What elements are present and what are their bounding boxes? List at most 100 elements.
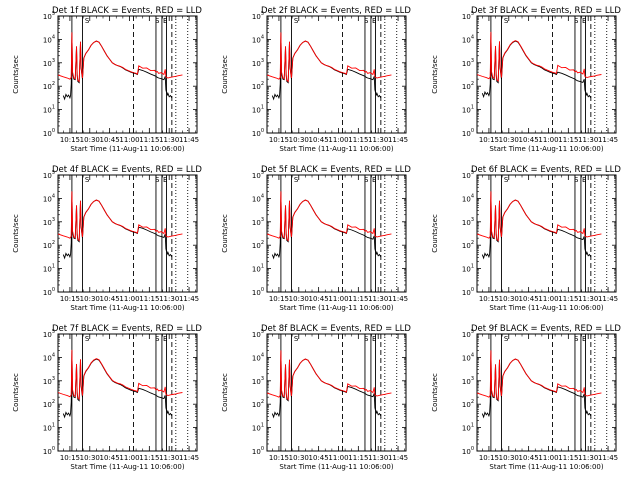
y-tick-base: 10 xyxy=(252,289,261,297)
x-tick-label: 11:00 xyxy=(538,295,558,303)
y-axis-label: Counts/sec xyxy=(221,373,229,412)
marker-letter: S xyxy=(504,335,509,343)
y-tick-exponent: 5 xyxy=(52,11,55,17)
chart-panel-1: Det 1f BLACK = Events, RED = LLD10010110… xyxy=(12,6,202,153)
y-tick-exponent: 0 xyxy=(52,128,55,134)
x-tick-label: 10:30 xyxy=(289,295,309,303)
y-tick-base: 10 xyxy=(252,172,261,180)
marker-letter: S xyxy=(574,17,579,25)
y-tick-exponent: 3 xyxy=(261,217,264,223)
y-tick-label: 105 xyxy=(462,11,474,21)
y-tick-base: 10 xyxy=(462,130,471,138)
y-tick-label: 101 xyxy=(462,105,474,115)
chart-panel-9: Det 9f BLACK = Events, RED = LLD10010110… xyxy=(431,324,621,471)
marker-letter: E xyxy=(582,335,586,343)
chart-title: Det 1f BLACK = Events, RED = LLD xyxy=(52,6,202,16)
x-tick-label: 11:00 xyxy=(538,136,558,144)
chart-panel-4: Det 4f BLACK = Events, RED = LLD10010110… xyxy=(12,165,202,312)
y-tick-base: 10 xyxy=(43,60,52,68)
y-tick-base: 10 xyxy=(43,130,52,138)
x-tick-label: 11:30 xyxy=(159,454,179,462)
chart-panel-6: Det 6f BLACK = Events, RED = LLD10010110… xyxy=(431,165,621,312)
y-tick-label: 104 xyxy=(43,352,55,362)
y-tick-exponent: 1 xyxy=(471,105,474,111)
plot-frame xyxy=(266,15,407,134)
y-tick-base: 10 xyxy=(252,378,261,386)
y-tick-exponent: 5 xyxy=(471,329,474,335)
marker-letter: S xyxy=(294,17,299,25)
y-tick-exponent: 2 xyxy=(261,81,264,87)
x-tick-label: 10:15 xyxy=(60,454,80,462)
y-tick-exponent: 3 xyxy=(261,376,264,382)
y-tick-exponent: 0 xyxy=(471,287,474,293)
series-line-lld xyxy=(477,191,602,242)
chart-title: Det 8f BLACK = Events, RED = LLD xyxy=(261,324,411,334)
y-tick-label: 103 xyxy=(252,376,264,386)
y-axis-label: Counts/sec xyxy=(431,214,439,253)
chart-panel-3: Det 3f BLACK = Events, RED = LLD10010110… xyxy=(431,6,621,153)
marker-letter: S xyxy=(85,176,90,184)
y-tick-label: 103 xyxy=(252,58,264,68)
x-axis-label: Start Time (11-Aug-11 10:06:00) xyxy=(279,145,393,153)
y-tick-base: 10 xyxy=(43,13,52,21)
y-tick-base: 10 xyxy=(252,354,261,362)
y-tick-base: 10 xyxy=(252,130,261,138)
marker-letter: E xyxy=(582,176,586,184)
y-tick-label: 102 xyxy=(43,240,55,250)
x-tick-label: 10:15 xyxy=(479,454,499,462)
x-tick-label: 11:15 xyxy=(139,295,159,303)
series-line-lld xyxy=(477,350,602,401)
y-tick-exponent: 0 xyxy=(471,446,474,452)
y-tick-exponent: 4 xyxy=(52,352,55,358)
x-tick-label: 11:30 xyxy=(578,454,598,462)
x-tick-label: 10:45 xyxy=(309,295,329,303)
y-tick-exponent: 3 xyxy=(471,217,474,223)
y-tick-base: 10 xyxy=(43,289,52,297)
x-tick-label: 10:45 xyxy=(100,295,120,303)
marker-letter: S xyxy=(574,335,579,343)
x-tick-label: 10:30 xyxy=(499,295,519,303)
y-tick-exponent: 2 xyxy=(471,81,474,87)
x-tick-label: 10:45 xyxy=(100,454,120,462)
x-tick-label: 11:15 xyxy=(558,295,578,303)
y-tick-exponent: 1 xyxy=(261,264,264,270)
y-tick-exponent: 0 xyxy=(52,287,55,293)
series-line-lld xyxy=(58,349,183,401)
y-tick-label: 102 xyxy=(43,81,55,91)
y-tick-exponent: 0 xyxy=(261,287,264,293)
y-tick-base: 10 xyxy=(252,219,261,227)
x-tick-label: 11:15 xyxy=(139,136,159,144)
marker-letter: S xyxy=(504,176,509,184)
x-tick-label: 11:45 xyxy=(179,454,199,462)
series-line-lld xyxy=(58,191,183,242)
y-tick-exponent: 1 xyxy=(52,264,55,270)
x-tick-label: 11:30 xyxy=(578,295,598,303)
marker-letter: S xyxy=(85,17,90,25)
marker-letter: S xyxy=(155,176,160,184)
x-tick-label: 11:45 xyxy=(598,295,618,303)
y-tick-base: 10 xyxy=(252,242,261,250)
y-tick-label: 105 xyxy=(43,329,55,339)
marker-letter: S xyxy=(364,17,369,25)
y-tick-exponent: 5 xyxy=(261,11,264,17)
y-axis-label: Counts/sec xyxy=(12,373,20,412)
y-tick-exponent: 3 xyxy=(52,58,55,64)
y-tick-base: 10 xyxy=(462,242,471,250)
y-tick-exponent: 0 xyxy=(52,446,55,452)
y-tick-base: 10 xyxy=(43,448,52,456)
y-tick-base: 10 xyxy=(462,289,471,297)
y-tick-exponent: 5 xyxy=(52,329,55,335)
chart-title: Det 9f BLACK = Events, RED = LLD xyxy=(471,324,621,334)
x-tick-label: 10:30 xyxy=(499,454,519,462)
x-tick-label: 10:15 xyxy=(269,295,289,303)
y-tick-base: 10 xyxy=(252,83,261,91)
y-tick-label: 103 xyxy=(43,217,55,227)
x-tick-label: 11:00 xyxy=(119,295,139,303)
marker-letter: E xyxy=(372,17,376,25)
series-line-lld xyxy=(477,31,602,83)
y-tick-label: 103 xyxy=(462,58,474,68)
x-axis-label: Start Time (11-Aug-11 10:06:00) xyxy=(279,304,393,312)
y-tick-label: 100 xyxy=(43,287,55,297)
y-tick-base: 10 xyxy=(43,378,52,386)
